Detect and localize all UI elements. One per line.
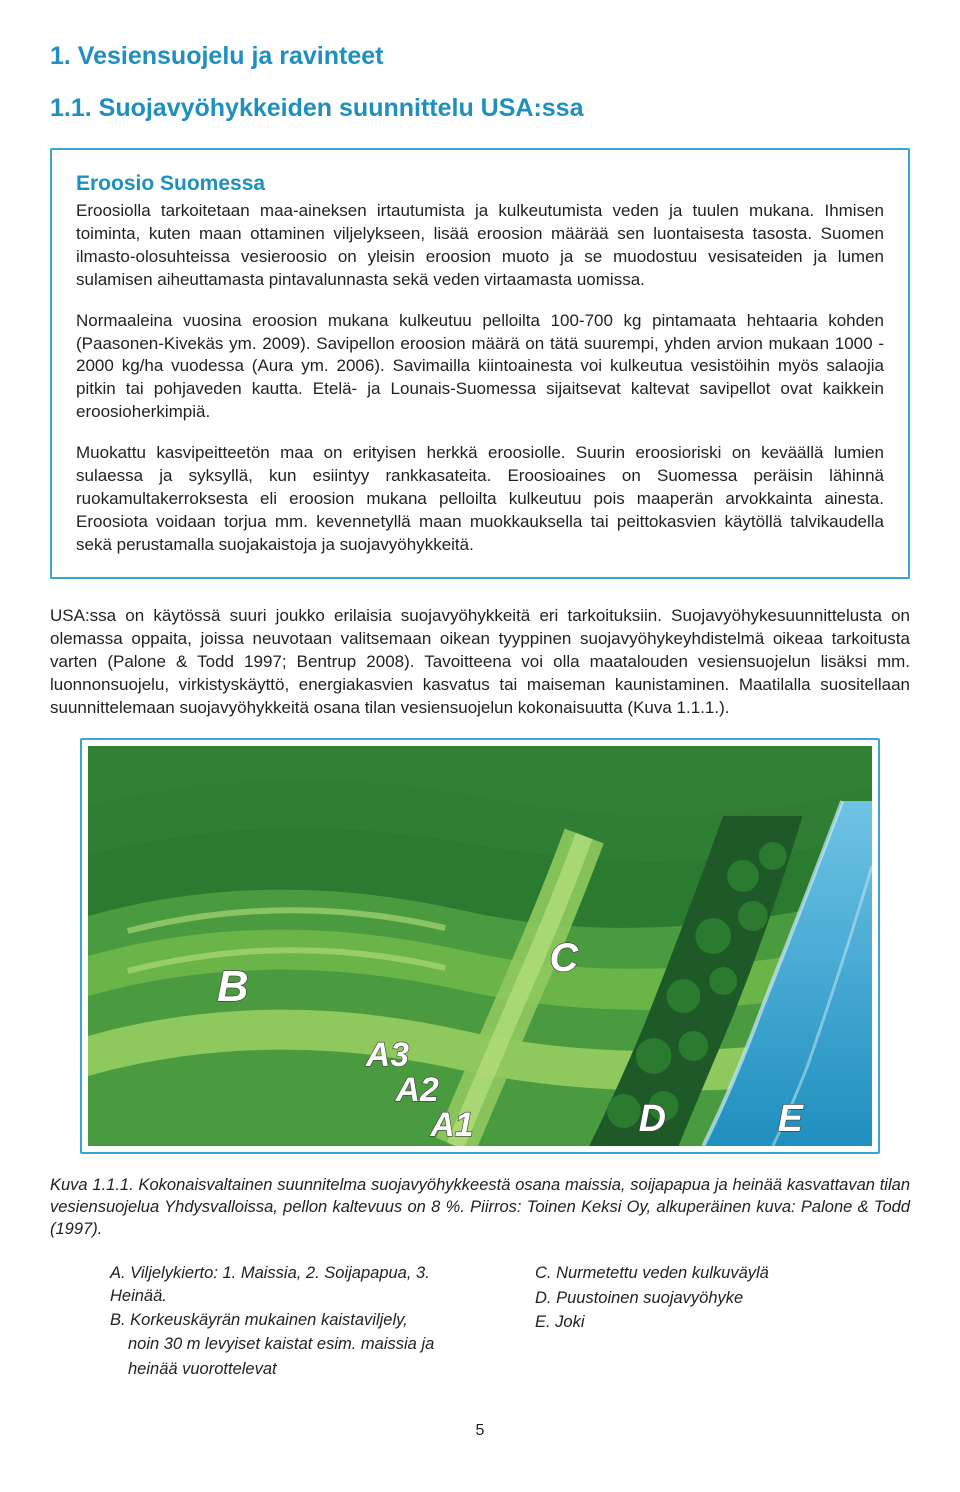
illustration-label-a3: A3 [365, 1036, 409, 1074]
buffer-zone-illustration: B A3 A2 A1 C D E [88, 746, 872, 1146]
info-box: Eroosio Suomessa Eroosiolla tarkoitetaan… [50, 148, 910, 579]
info-box-paragraph: Eroosiolla tarkoitetaan maa-aineksen irt… [76, 200, 884, 292]
legend-item: D. Puustoinen suojavyöhyke [535, 1287, 910, 1309]
body-paragraph: USA:ssa on käytössä suuri joukko erilais… [50, 605, 910, 720]
legend-item: A. Viljelykierto: 1. Maissia, 2. Soijapa… [110, 1262, 485, 1307]
legend-item: heinää vuorottelevat [110, 1358, 485, 1380]
info-box-title: Eroosio Suomessa [76, 170, 884, 198]
info-box-paragraph: Normaaleina vuosina eroosion mukana kulk… [76, 310, 884, 425]
legend-right-column: C. Nurmetettu veden kulkuväylä D. Puusto… [535, 1262, 910, 1381]
legend-item: noin 30 m levyiset kaistat esim. maissia… [110, 1333, 485, 1355]
illustration-label-a2: A2 [395, 1071, 439, 1109]
illustration-label-d: D [639, 1098, 666, 1140]
legend-item: C. Nurmetettu veden kulkuväylä [535, 1262, 910, 1284]
illustration-label-a1: A1 [429, 1106, 473, 1144]
illustration-label-c: C [549, 936, 579, 980]
illustration-label-b: B [217, 962, 249, 1011]
info-box-paragraph: Muokattu kasvipeitteetön maa on erityise… [76, 442, 884, 557]
illustration-label-e: E [778, 1098, 805, 1140]
section-heading: 1. Vesiensuojelu ja ravinteet [50, 40, 910, 74]
legend-left-column: A. Viljelykierto: 1. Maissia, 2. Soijapa… [110, 1262, 485, 1381]
figure-caption: Kuva 1.1.1. Kokonaisvaltainen suunnitelm… [50, 1174, 910, 1241]
figure-frame: B A3 A2 A1 C D E [80, 738, 880, 1154]
figure-legend: A. Viljelykierto: 1. Maissia, 2. Soijapa… [50, 1262, 910, 1381]
legend-item: B. Korkeuskäyrän mukainen kaistaviljely, [110, 1309, 485, 1331]
subsection-heading: 1.1. Suojavyöhykkeiden suunnittelu USA:s… [50, 92, 910, 126]
page-number: 5 [50, 1420, 910, 1442]
legend-item: E. Joki [535, 1311, 910, 1333]
